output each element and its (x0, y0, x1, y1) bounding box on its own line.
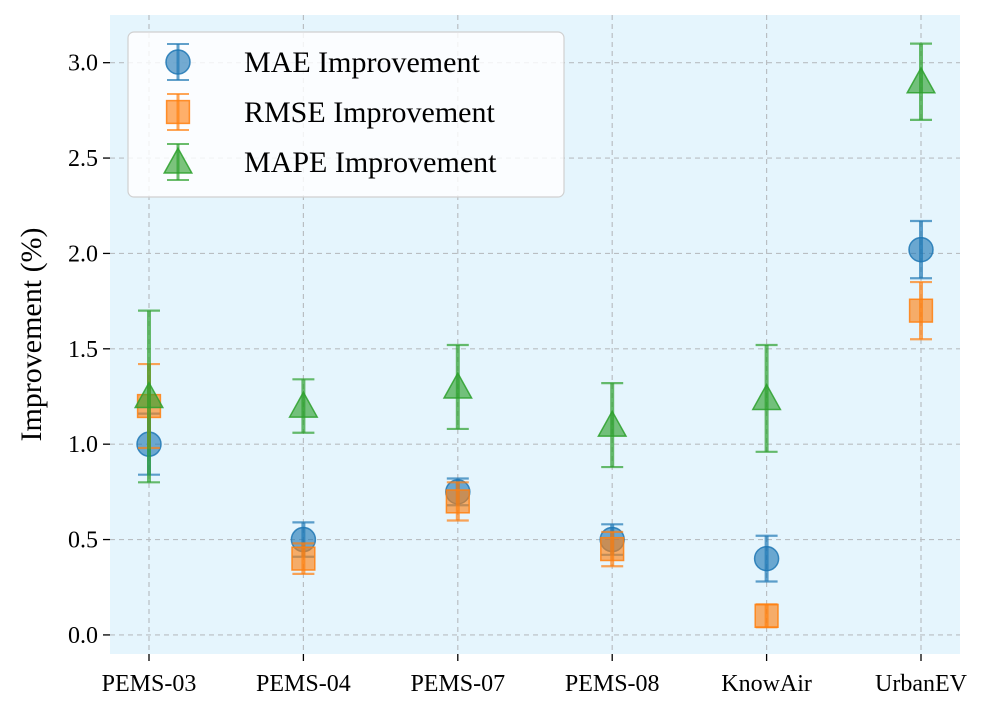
data-point (754, 603, 779, 629)
x-tick-label: PEMS-04 (256, 671, 351, 697)
point-marker (288, 390, 319, 418)
y-tick-label: 3.0 (68, 51, 98, 77)
axes: 0.0 0.5 1.0 1.5 2.0 2.5 3.0 PEMS-03 PEMS-04 PEMS-… (68, 51, 968, 697)
x-tick-label: KnowAir (721, 671, 812, 697)
y-axis-title: Improvement (%) (15, 227, 48, 441)
legend-marker (162, 146, 194, 174)
x-tick-label: UrbanEV (875, 671, 968, 697)
point-marker (291, 546, 316, 571)
legend-marker (165, 49, 191, 75)
point-marker (445, 489, 470, 514)
legend: MAE Improvement RMSE Improvement MAPE Impr… (127, 31, 565, 198)
data-point (751, 343, 782, 453)
y-tick-label: 1.5 (68, 337, 98, 363)
legend-item: RMSE Improvement (165, 93, 495, 131)
point-marker (908, 236, 934, 263)
point-marker (442, 371, 473, 399)
data-point (597, 382, 628, 469)
legend-label: MAPE Improvement (244, 146, 497, 179)
x-tick-label: PEMS-07 (410, 671, 505, 697)
data-point (291, 542, 316, 575)
legend-label: RMSE Improvement (244, 96, 495, 129)
data-point (905, 42, 937, 122)
point-marker (754, 603, 779, 629)
data-point (600, 530, 625, 568)
data-point (445, 481, 470, 522)
point-marker (597, 409, 628, 437)
data-marks (133, 42, 937, 629)
data-point (290, 521, 317, 558)
data-point (908, 219, 934, 280)
y-tick-label: 0.0 (68, 623, 98, 649)
legend-label: MAE Improvement (244, 46, 480, 79)
data-point (442, 343, 473, 431)
y-tick-label: 0.5 (68, 528, 98, 554)
legend-marker (165, 99, 191, 125)
point-marker (133, 381, 165, 409)
y-tick-label: 2.5 (68, 146, 98, 172)
y-tick-label: 1.0 (68, 432, 98, 458)
point-marker (751, 383, 782, 411)
point-marker (908, 298, 934, 323)
point-marker (600, 536, 625, 562)
y-tick-label: 2.0 (68, 241, 98, 267)
x-tick-label: PEMS-03 (102, 671, 197, 697)
x-tick-label: PEMS-08 (565, 671, 660, 697)
legend-box (127, 31, 565, 198)
data-point (288, 378, 319, 434)
data-point (908, 280, 934, 341)
legend-item: MAE Improvement (165, 43, 480, 81)
point-marker (905, 66, 937, 94)
point-marker (753, 545, 780, 572)
legend-item: MAPE Improvement (162, 143, 497, 181)
series-triangle (133, 42, 937, 484)
data-point (753, 534, 780, 583)
data-point (133, 309, 165, 484)
